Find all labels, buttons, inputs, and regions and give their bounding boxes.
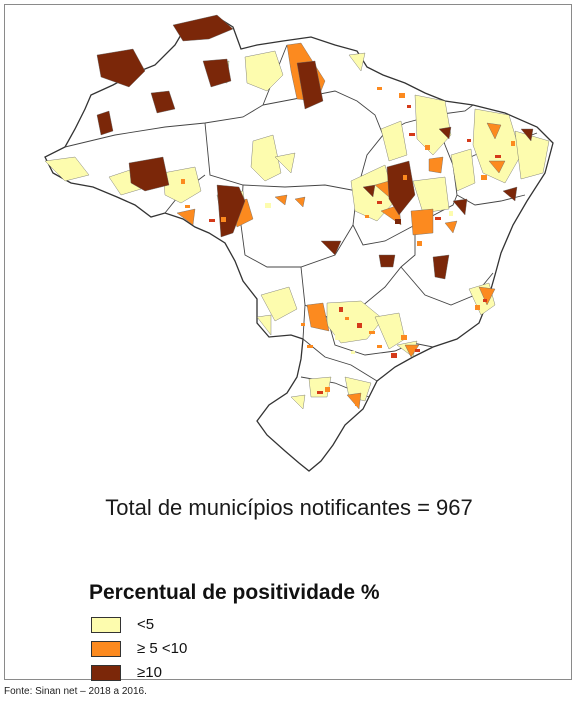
legend-swatch-low: [91, 617, 121, 633]
legend-swatch-mid: [91, 641, 121, 657]
municipality-speck: [495, 155, 501, 158]
municipality-speck: [357, 323, 362, 328]
municipality-speck: [407, 105, 411, 108]
brazil-map: [44, 14, 554, 472]
municipality-speck: [377, 345, 382, 348]
municipality-speck: [377, 201, 382, 204]
municipality-speck: [475, 305, 480, 310]
municipality-speck: [301, 323, 305, 326]
municipality-speck: [467, 139, 471, 142]
municipality-speck: [377, 87, 382, 90]
municipality-speck: [335, 335, 339, 340]
legend-swatch-high: [91, 665, 121, 681]
municipality-speck: [395, 219, 401, 224]
municipality-speck: [339, 307, 343, 312]
municipality-speck: [317, 391, 323, 394]
municipality-speck: [355, 401, 359, 406]
municipality-speck: [449, 211, 453, 216]
municipality-speck: [185, 205, 190, 208]
municipality-speck: [399, 93, 405, 98]
legend-label-low: <5: [137, 616, 155, 633]
municipality-speck: [351, 351, 355, 354]
municipality-speck: [417, 241, 422, 246]
legend-title: Percentual de positividade %: [89, 581, 380, 604]
municipality-speck: [209, 219, 215, 222]
municipality-speck: [345, 317, 349, 320]
municipality-speck: [181, 179, 185, 184]
municipality-speck: [391, 353, 397, 358]
municipality-speck: [307, 345, 313, 348]
legend-label-mid: ≥ 5 <10: [137, 640, 188, 657]
legend-label-high: ≥10: [137, 664, 162, 681]
municipality-speck: [401, 335, 407, 340]
municipality-speck: [435, 217, 441, 220]
municipality-speck: [483, 299, 487, 302]
municipality-speck: [481, 175, 487, 180]
municipality-speck: [365, 215, 369, 218]
municipality-speck: [265, 203, 271, 208]
municipality-speck: [403, 175, 407, 180]
municipality-speck: [511, 141, 515, 146]
figure-frame: Total de municípios notificantes = 967 P…: [4, 4, 572, 681]
municipality-speck: [425, 145, 430, 150]
municipality-speck: [369, 331, 375, 334]
positivity-patches: [44, 14, 550, 410]
municipality-speck: [221, 217, 226, 222]
municipality-specks: [181, 87, 530, 406]
source-note: Fonte: Sinan net – 2018 a 2016.: [4, 686, 147, 697]
municipality-speck: [525, 165, 530, 168]
municipality-speck: [415, 349, 420, 352]
total-municipalities-text: Total de municípios notificantes = 967: [105, 495, 473, 520]
municipality-speck: [409, 133, 415, 136]
municipality-speck: [325, 387, 330, 392]
municipality-speck: [287, 305, 292, 310]
